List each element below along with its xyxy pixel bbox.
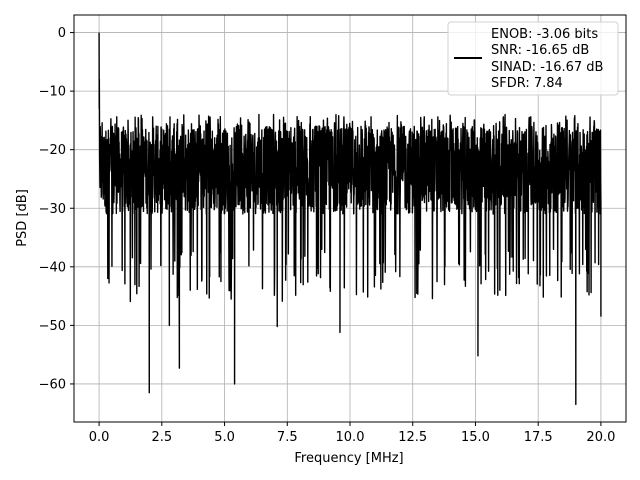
x-tick-label: 10.0: [336, 430, 365, 445]
psd-series-line: [98, 32, 602, 406]
legend: ENOB: -3.06 bits SNR: -16.65 dB SINAD: -…: [447, 21, 619, 96]
x-tick-label: 20.0: [586, 430, 615, 445]
x-tick-label: 7.5: [277, 430, 298, 445]
legend-sfdr: SFDR: 7.84: [491, 76, 563, 91]
y-tick-label: −20: [39, 143, 66, 158]
legend-box: [447, 21, 619, 96]
y-tick-label: −30: [39, 202, 66, 217]
series-layer: [98, 32, 602, 406]
y-tick-label: −50: [39, 319, 66, 334]
x-tick-label: 12.5: [398, 430, 427, 445]
x-axis: 0.0 2.5 5.0 7.5 10.0 12.5 15.0 17.5 20.0: [89, 422, 615, 445]
legend-sinad: SINAD: -16.67 dB: [491, 60, 603, 75]
x-tick-label: 17.5: [524, 430, 553, 445]
legend-snr: SNR: -16.65 dB: [491, 43, 589, 58]
y-axis: 0 −10 −20 −30 −40 −50 −60: [39, 26, 74, 392]
y-tick-label: −40: [39, 260, 66, 275]
x-axis-label: Frequency [MHz]: [294, 451, 403, 466]
x-tick-label: 2.5: [151, 430, 172, 445]
legend-enob: ENOB: -3.06 bits: [491, 27, 598, 42]
y-tick-label: −10: [39, 85, 66, 100]
x-tick-label: 15.0: [461, 430, 490, 445]
x-tick-label: 5.0: [214, 430, 235, 445]
y-tick-label: 0: [58, 26, 66, 41]
x-tick-label: 0.0: [89, 430, 110, 445]
y-tick-label: −60: [39, 377, 66, 392]
y-axis-label: PSD [dB]: [15, 189, 30, 247]
